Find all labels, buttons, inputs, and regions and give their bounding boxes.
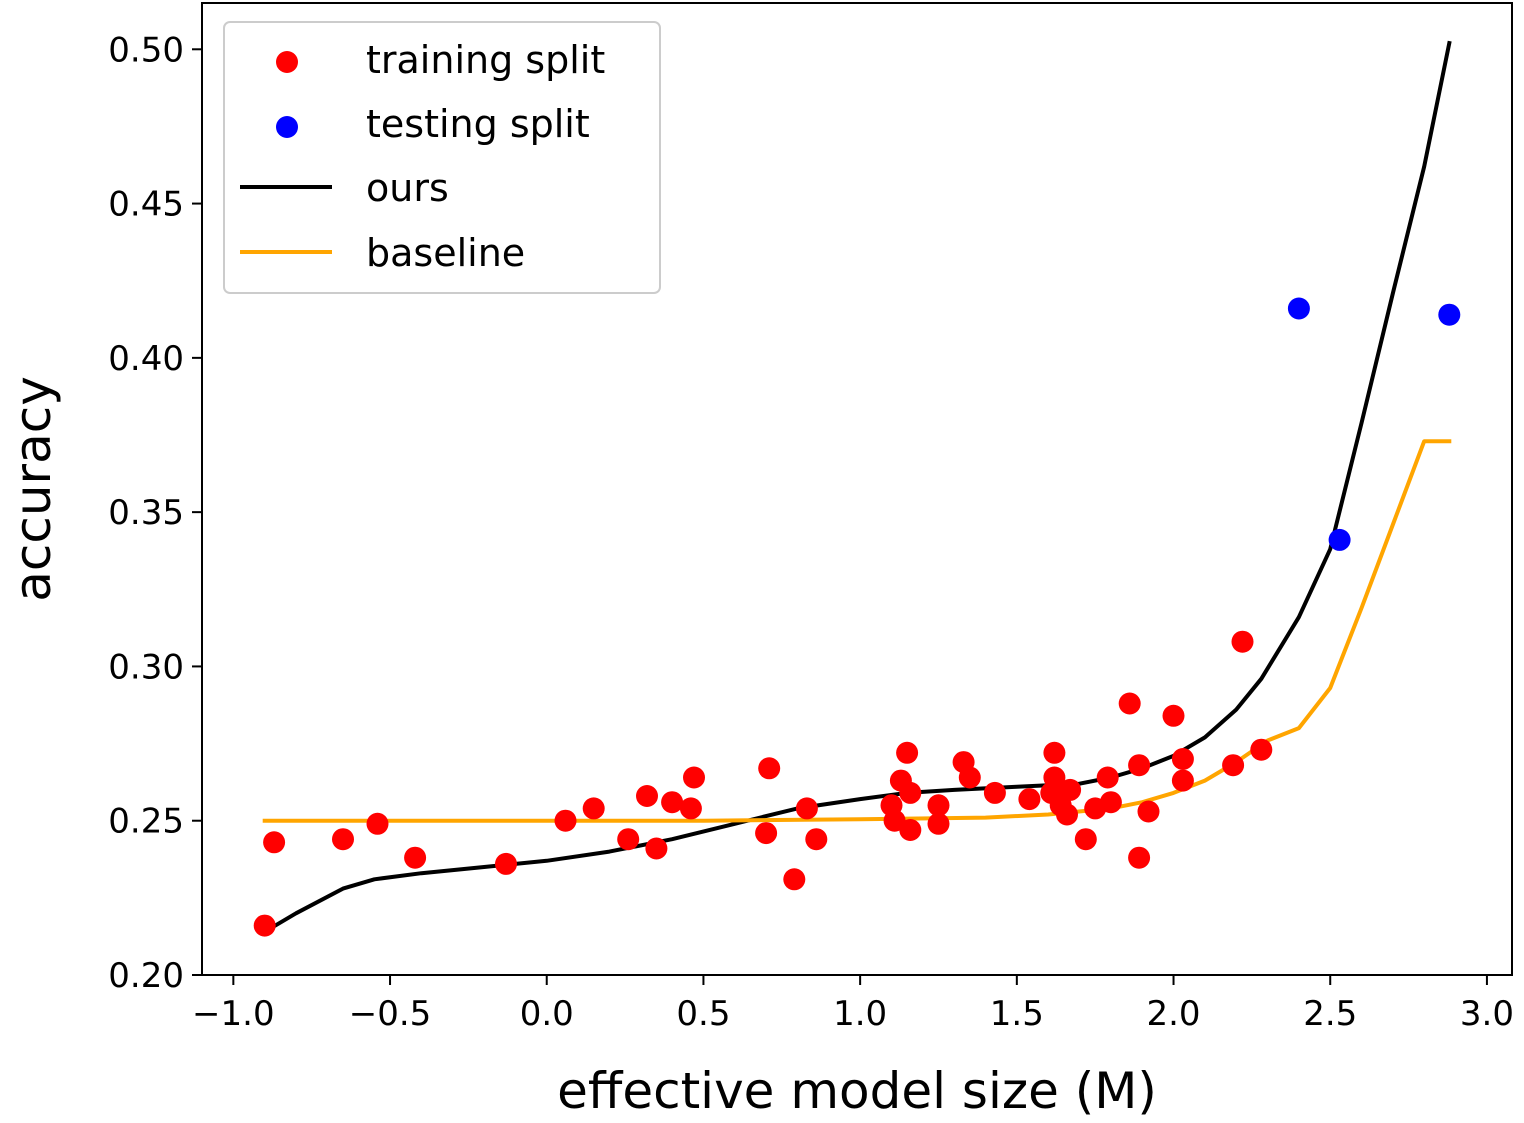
point-training-split-11 xyxy=(661,791,684,814)
legend-label-baseline: baseline xyxy=(366,231,525,275)
point-training-split-29 xyxy=(983,781,1006,804)
y-tick-label: 0.45 xyxy=(108,185,184,225)
legend: training split testing split ours baseli… xyxy=(223,21,661,294)
point-training-split-25 xyxy=(927,812,950,835)
x-tick-label: 3.0 xyxy=(1460,994,1514,1034)
point-training-split-3 xyxy=(366,812,389,835)
point-training-split-18 xyxy=(805,828,828,851)
point-training-split-45 xyxy=(1162,704,1185,727)
point-training-split-35 xyxy=(1056,803,1078,826)
point-training-split-16 xyxy=(783,868,806,891)
point-testing-split-2 xyxy=(1438,303,1461,326)
y-tick-label: 0.50 xyxy=(108,30,184,70)
point-training-split-22 xyxy=(896,741,919,764)
y-axis-title: accuracy xyxy=(4,376,62,602)
legend-label-ours: ours xyxy=(366,166,449,210)
x-tick-label: −1.0 xyxy=(192,994,275,1034)
x-tick-label: −0.5 xyxy=(349,994,432,1034)
point-training-split-14 xyxy=(755,822,778,845)
x-axis-ticks: −1.0 −0.5 0.0 0.5 1.0 1.5 2.0 2.5 3.0 xyxy=(192,975,1514,1034)
y-tick-label: 0.40 xyxy=(108,339,184,379)
legend-label-testing-split: testing split xyxy=(366,102,590,146)
point-training-split-5 xyxy=(495,852,517,875)
point-training-split-8 xyxy=(617,828,640,851)
point-training-split-39 xyxy=(1096,766,1119,789)
point-training-split-46 xyxy=(1171,748,1194,770)
point-training-split-37 xyxy=(1074,828,1097,851)
point-training-split-30 xyxy=(1018,788,1041,811)
point-training-split-48 xyxy=(1222,754,1245,777)
x-tick-label: 2.0 xyxy=(1146,994,1200,1034)
point-training-split-47 xyxy=(1171,769,1194,792)
y-axis-ticks: 0.20 0.25 0.30 0.35 0.40 0.45 0.50 xyxy=(108,30,202,996)
point-training-split-40 xyxy=(1099,791,1122,814)
point-training-split-2 xyxy=(332,828,354,851)
point-training-split-9 xyxy=(636,785,658,807)
x-axis-title: effective model size (M) xyxy=(557,1062,1157,1120)
x-tick-label: 1.5 xyxy=(990,994,1044,1034)
point-training-split-17 xyxy=(795,797,818,820)
point-training-split-33 xyxy=(1043,766,1066,789)
point-training-split-28 xyxy=(958,766,981,789)
point-training-split-41 xyxy=(1118,692,1141,715)
point-testing-split-0 xyxy=(1287,297,1310,320)
point-training-split-50 xyxy=(1250,738,1273,761)
legend-label-training-split: training split xyxy=(366,38,605,82)
legend-marker-testing-split xyxy=(276,116,298,138)
point-training-split-44 xyxy=(1137,800,1160,823)
x-tick-label: 0.0 xyxy=(520,994,574,1034)
point-training-split-49 xyxy=(1231,630,1254,653)
point-training-split-4 xyxy=(404,846,427,869)
point-testing-split-1 xyxy=(1328,528,1351,551)
plot-points xyxy=(253,297,1461,937)
x-tick-label: 2.5 xyxy=(1303,994,1357,1034)
point-training-split-24 xyxy=(899,781,922,804)
point-training-split-12 xyxy=(679,797,702,820)
x-tick-label: 0.5 xyxy=(676,994,730,1034)
legend-marker-training-split xyxy=(276,51,298,73)
y-tick-label: 0.20 xyxy=(108,956,184,996)
point-training-split-32 xyxy=(1043,741,1066,764)
point-training-split-43 xyxy=(1128,846,1151,869)
point-training-split-7 xyxy=(582,797,605,820)
point-training-split-36 xyxy=(1059,778,1082,801)
point-training-split-26 xyxy=(927,794,950,817)
point-training-split-1 xyxy=(263,831,286,854)
x-tick-label: 1.0 xyxy=(833,994,887,1034)
plot-frame xyxy=(201,2,1513,976)
y-tick-label: 0.25 xyxy=(108,802,184,842)
point-training-split-0 xyxy=(253,914,276,937)
point-training-split-6 xyxy=(554,809,577,832)
point-training-split-13 xyxy=(683,766,705,789)
point-training-split-10 xyxy=(645,837,668,860)
point-training-split-23 xyxy=(899,819,922,841)
y-tick-label: 0.35 xyxy=(108,493,184,533)
legend-box xyxy=(223,21,661,294)
point-training-split-42 xyxy=(1128,754,1151,777)
y-tick-label: 0.30 xyxy=(108,647,184,687)
point-training-split-15 xyxy=(758,757,781,780)
